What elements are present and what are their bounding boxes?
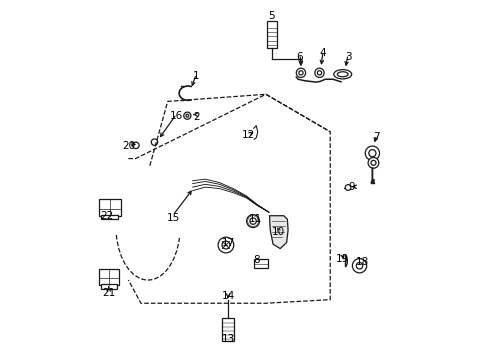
Text: 7: 7 <box>373 132 379 142</box>
Ellipse shape <box>333 69 351 79</box>
Circle shape <box>365 146 379 160</box>
Text: 19: 19 <box>335 253 348 264</box>
Circle shape <box>352 258 366 273</box>
Text: 4: 4 <box>319 48 325 58</box>
Bar <box>99 269 119 285</box>
Text: 15: 15 <box>166 212 179 222</box>
Circle shape <box>249 218 256 224</box>
Text: 8: 8 <box>253 255 260 265</box>
Circle shape <box>296 68 305 77</box>
Circle shape <box>222 241 229 249</box>
Text: 1: 1 <box>193 71 199 81</box>
Circle shape <box>218 237 233 253</box>
Circle shape <box>356 262 362 269</box>
Text: 22: 22 <box>100 211 113 221</box>
Text: 17: 17 <box>222 238 235 248</box>
Text: 9: 9 <box>347 182 354 192</box>
Polygon shape <box>269 216 287 249</box>
Text: 2: 2 <box>193 112 199 122</box>
Circle shape <box>370 160 375 165</box>
Circle shape <box>314 68 324 77</box>
Bar <box>254 259 268 268</box>
Bar <box>222 318 234 341</box>
Circle shape <box>368 150 375 157</box>
Text: 6: 6 <box>296 52 303 62</box>
Circle shape <box>132 142 139 149</box>
Bar <box>266 21 276 48</box>
Text: 3: 3 <box>344 52 351 62</box>
Circle shape <box>151 139 157 145</box>
Circle shape <box>183 112 190 119</box>
Circle shape <box>298 71 303 75</box>
Text: 18: 18 <box>355 257 368 267</box>
Text: 20: 20 <box>122 141 135 151</box>
Text: 12: 12 <box>241 130 254 140</box>
Bar <box>99 199 121 216</box>
Ellipse shape <box>337 72 347 77</box>
Bar <box>101 215 118 219</box>
Text: 21: 21 <box>102 288 115 297</box>
Circle shape <box>246 215 259 228</box>
Text: 10: 10 <box>271 227 285 237</box>
Text: 13: 13 <box>222 334 235 344</box>
Circle shape <box>345 185 350 190</box>
Text: 16: 16 <box>170 111 183 121</box>
Bar <box>101 284 116 289</box>
Circle shape <box>317 71 321 75</box>
Circle shape <box>185 114 188 117</box>
Text: 11: 11 <box>248 214 261 224</box>
Text: 14: 14 <box>222 291 235 301</box>
Circle shape <box>367 157 378 168</box>
Text: 5: 5 <box>267 11 274 21</box>
